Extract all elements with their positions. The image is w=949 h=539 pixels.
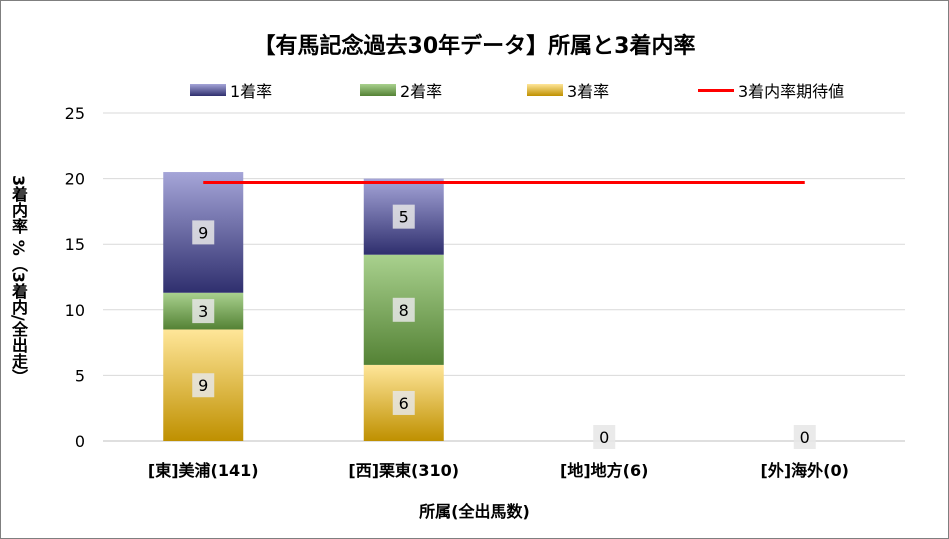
x-tick-label: [外]海外(0)	[761, 461, 849, 480]
data-label-box	[392, 297, 415, 322]
legend-item-4: 3着内率期待値	[698, 78, 844, 102]
x-tick-label: [地]地方(6)	[560, 461, 648, 480]
legend-swatch-3	[527, 84, 563, 96]
data-label: 0	[599, 428, 609, 447]
legend-swatch-2	[360, 84, 396, 96]
data-label-box	[392, 390, 415, 415]
x-tick-label: [東]美浦(141)	[148, 461, 259, 480]
data-label-box	[593, 425, 616, 449]
data-label: 6	[399, 394, 409, 413]
legend-label-3: 3着率	[567, 82, 610, 101]
legend-label-4: 3着内率期待値	[738, 82, 845, 101]
legend-item-2: 2着率	[360, 78, 442, 102]
data-label-box	[192, 373, 215, 398]
data-label-box	[392, 204, 415, 229]
y-tick-label: 5	[75, 366, 85, 385]
y-axis-label: 3着内率 %（3着内/全出走）	[9, 175, 28, 385]
legend-item-3: 3着率	[527, 78, 609, 102]
data-label-box	[192, 220, 215, 245]
y-tick-label: 0	[75, 432, 85, 451]
y-tick-label: 15	[65, 235, 85, 254]
legend-label-2: 2着率	[400, 82, 443, 101]
data-label-box	[192, 299, 215, 324]
data-label: 0	[800, 428, 810, 447]
legend-swatch-1	[190, 84, 226, 96]
y-tick-label: 10	[65, 301, 85, 320]
x-axis-label: 所属(全出馬数)	[419, 502, 530, 521]
data-label: 8	[399, 301, 409, 320]
data-label: 3	[198, 302, 208, 321]
legend-item-1: 1着率	[190, 78, 272, 102]
x-tick-label: [西]栗東(310)	[348, 461, 459, 480]
chart-title: 【有馬記念過去30年データ】所属と3着内率	[253, 34, 696, 59]
legend-label-1: 1着率	[230, 82, 273, 101]
legend-line-swatch	[698, 88, 734, 92]
y-tick-label: 25	[65, 104, 85, 123]
data-label: 5	[399, 208, 409, 227]
y-tick-label: 20	[65, 170, 85, 189]
data-label: 9	[198, 223, 208, 242]
data-label: 9	[198, 376, 208, 395]
data-label-box	[793, 425, 816, 449]
